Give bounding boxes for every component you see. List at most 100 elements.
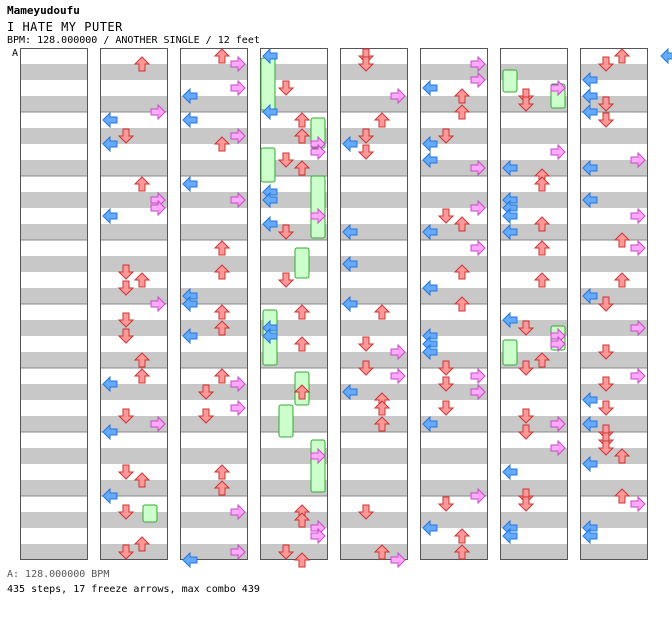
left-arrow-icon (262, 103, 278, 121)
song-author: Mameyudoufu (7, 4, 80, 17)
chart-column (180, 48, 248, 560)
left-arrow-icon (582, 455, 598, 473)
down-arrow-icon (197, 408, 215, 424)
chart-column (500, 48, 568, 560)
up-arrow-icon (213, 464, 231, 480)
right-arrow-icon (230, 127, 246, 145)
beat-stripe (260, 64, 328, 80)
beat-stripe (420, 160, 488, 176)
up-arrow-icon (213, 136, 231, 152)
right-arrow-icon (310, 447, 326, 465)
beat-stripe (580, 192, 648, 208)
down-arrow-icon (597, 400, 615, 416)
right-arrow-icon (230, 503, 246, 521)
beat-stripe (20, 224, 88, 240)
up-arrow-icon (213, 264, 231, 280)
beat-stripe (260, 512, 328, 528)
down-arrow-icon (357, 504, 375, 520)
beat-stripe (580, 160, 648, 176)
down-arrow-icon (437, 360, 455, 376)
down-arrow-icon (277, 272, 295, 288)
beat-stripe (340, 192, 408, 208)
beat-stripe (340, 320, 408, 336)
right-arrow-icon (310, 527, 326, 545)
beat-stripe (100, 512, 168, 528)
right-arrow-icon (470, 487, 486, 505)
down-arrow-icon (597, 376, 615, 392)
up-arrow-icon (373, 544, 391, 560)
freeze-arrow-icon (278, 404, 294, 438)
beat-stripe (500, 224, 568, 240)
down-arrow-icon (117, 312, 135, 328)
up-arrow-icon (293, 112, 311, 128)
beat-stripe (340, 288, 408, 304)
beat-stripe (500, 256, 568, 272)
up-arrow-icon (453, 296, 471, 312)
down-arrow-icon (517, 360, 535, 376)
right-arrow-icon (470, 367, 486, 385)
left-arrow-icon (502, 311, 518, 329)
up-arrow-icon (213, 368, 231, 384)
beat-stripe (580, 480, 648, 496)
down-arrow-icon (117, 504, 135, 520)
right-arrow-icon (230, 191, 246, 209)
down-arrow-icon (277, 80, 295, 96)
beat-stripe (580, 96, 648, 112)
right-arrow-icon (470, 199, 486, 217)
down-arrow-icon (597, 296, 615, 312)
left-arrow-icon (502, 207, 518, 225)
up-arrow-icon (533, 352, 551, 368)
beat-stripe (340, 128, 408, 144)
down-arrow-icon (117, 264, 135, 280)
up-arrow-icon (133, 272, 151, 288)
beat-stripe (100, 288, 168, 304)
beat-stripe (340, 352, 408, 368)
beat-stripe (340, 544, 408, 560)
down-arrow-icon (437, 128, 455, 144)
right-arrow-icon (550, 79, 566, 97)
beat-stripe (420, 480, 488, 496)
up-arrow-icon (293, 336, 311, 352)
beat-stripe (420, 320, 488, 336)
right-arrow-icon (390, 551, 406, 569)
right-arrow-icon (630, 151, 646, 169)
down-arrow-icon (517, 408, 535, 424)
beat-stripe (500, 480, 568, 496)
beat-stripe (500, 448, 568, 464)
beat-stripe (100, 480, 168, 496)
beat-stripe (100, 352, 168, 368)
beat-stripe (180, 288, 248, 304)
beat-stripe (20, 512, 88, 528)
beat-stripe (500, 416, 568, 432)
right-arrow-icon (470, 71, 486, 89)
up-arrow-icon (293, 384, 311, 400)
beat-stripe (580, 384, 648, 400)
down-arrow-icon (437, 208, 455, 224)
beat-stripe (580, 224, 648, 240)
beat-stripe (500, 192, 568, 208)
beat-stripe (500, 384, 568, 400)
left-arrow-icon (422, 519, 438, 537)
beat-stripe (20, 160, 88, 176)
beat-stripe (420, 512, 488, 528)
right-arrow-icon (230, 55, 246, 73)
up-arrow-icon (213, 320, 231, 336)
down-arrow-icon (437, 400, 455, 416)
up-arrow-icon (293, 552, 311, 568)
beat-stripe (420, 448, 488, 464)
beat-stripe (580, 128, 648, 144)
chart-column (20, 48, 88, 560)
beat-stripe (500, 512, 568, 528)
down-arrow-icon (517, 96, 535, 112)
down-arrow-icon (517, 320, 535, 336)
beat-stripe (20, 256, 88, 272)
up-arrow-icon (293, 160, 311, 176)
left-arrow-icon (262, 47, 278, 65)
down-arrow-icon (597, 56, 615, 72)
right-arrow-icon (310, 207, 326, 225)
right-arrow-icon (390, 367, 406, 385)
up-arrow-icon (613, 272, 631, 288)
beat-stripe (260, 160, 328, 176)
right-arrow-icon (550, 335, 566, 353)
beat-stripe (340, 384, 408, 400)
